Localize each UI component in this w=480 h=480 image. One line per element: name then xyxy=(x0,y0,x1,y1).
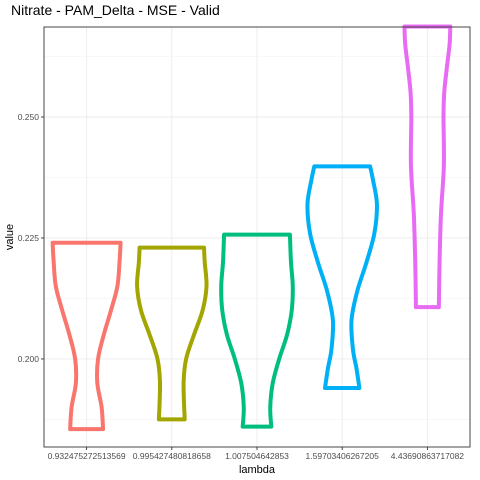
y-axis-title: value xyxy=(4,224,16,250)
x-tick-label: 1.59703406267205 xyxy=(306,451,380,461)
x-tick-label: 1.007504642853 xyxy=(225,451,289,461)
y-tick-label: 0.200 xyxy=(18,354,40,364)
y-tick-label: 0.250 xyxy=(18,112,40,122)
x-axis-title: lambda xyxy=(239,464,276,476)
x-tick-label: 0.995427480818658 xyxy=(133,451,211,461)
y-axis: 0.200 0.225 0.250 xyxy=(18,112,44,364)
x-tick-label: 4.43690863717082 xyxy=(391,451,465,461)
x-axis: 0.932475272513569 0.995427480818658 1.0075… xyxy=(48,447,465,461)
y-tick-label: 0.225 xyxy=(18,233,40,243)
major-gridlines xyxy=(44,27,470,447)
chart-title: Nitrate - PAM_Delta - MSE - Valid xyxy=(11,2,220,18)
x-tick-label: 0.932475272513569 xyxy=(48,451,126,461)
violins xyxy=(53,27,451,430)
